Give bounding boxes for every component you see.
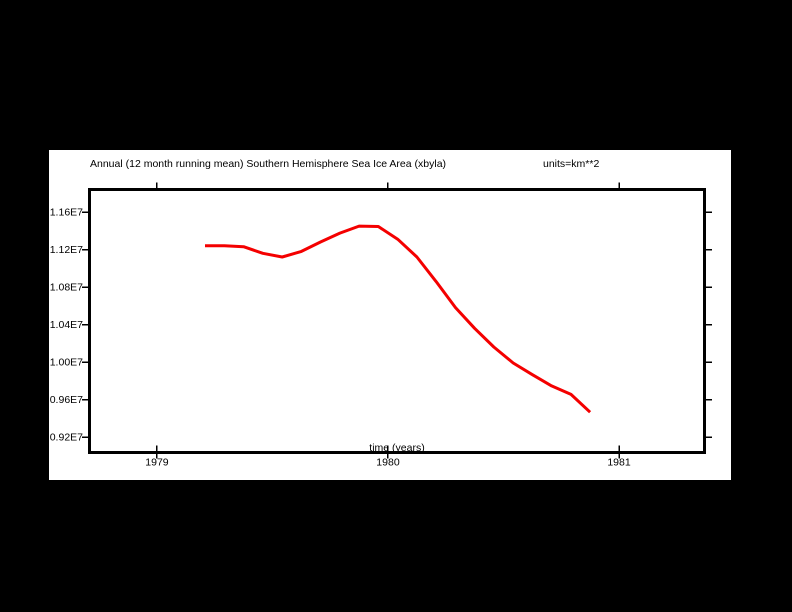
- chart-title: Annual (12 month running mean) Southern …: [90, 158, 447, 170]
- x-tick-label: 1979: [145, 457, 169, 469]
- x-axis-label: time (years): [369, 442, 424, 454]
- plot-frame: [88, 188, 706, 454]
- y-tick-label: 0.96E7: [50, 394, 83, 406]
- x-tick-label: 1980: [376, 457, 400, 469]
- y-tick-label: 1.00E7: [50, 357, 83, 369]
- series-line: [205, 224, 592, 414]
- plot-canvas: Annual (12 month running mean) Southern …: [49, 150, 731, 480]
- units-label: units=km**2: [543, 158, 600, 170]
- line-chart: 1979 1980 1981 1.16E7 1.12E7 1.08E7 1.04E7 1.00…: [50, 182, 712, 469]
- y-tick-label: 0.92E7: [50, 432, 83, 444]
- x-tick-label: 1981: [607, 457, 631, 469]
- y-tick-label: 1.04E7: [50, 319, 83, 331]
- y-tick-label: 1.16E7: [50, 207, 83, 219]
- y-tick-label: 1.08E7: [50, 282, 83, 294]
- y-tick-label: 1.12E7: [50, 244, 83, 256]
